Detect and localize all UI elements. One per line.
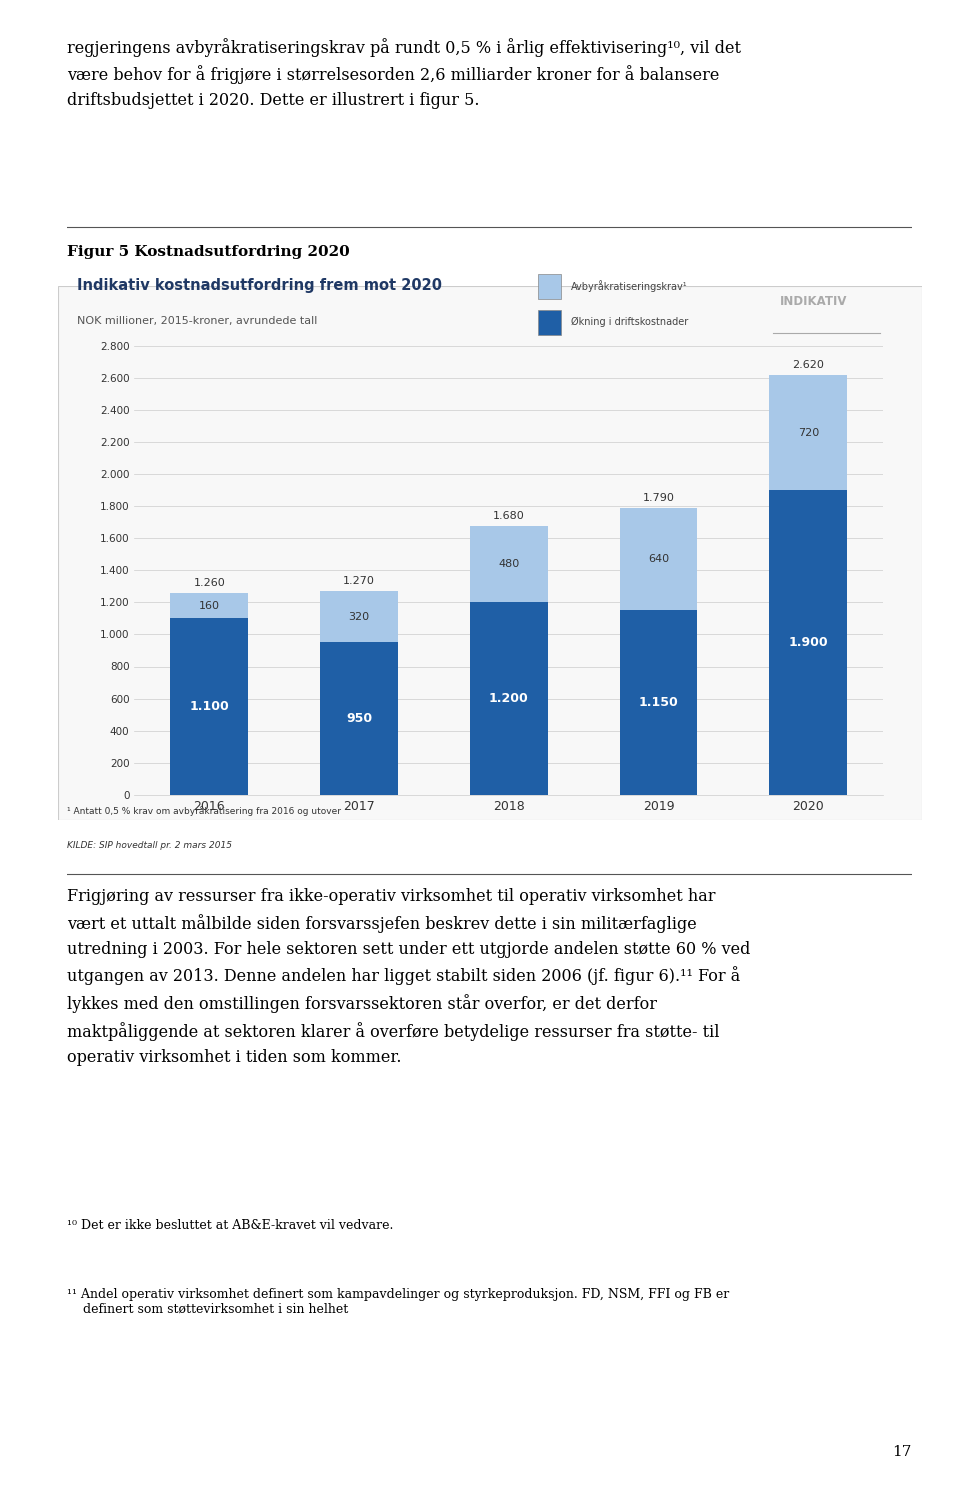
Text: 720: 720	[798, 427, 819, 438]
Text: 2.620: 2.620	[792, 360, 825, 370]
FancyBboxPatch shape	[58, 286, 922, 820]
Bar	[769, 491, 848, 795]
Text: 480: 480	[498, 558, 519, 569]
Text: 1.200: 1.200	[489, 692, 529, 704]
Text: 1.100: 1.100	[189, 700, 229, 713]
Bar	[538, 310, 561, 336]
Text: NOK millioner, 2015-kroner, avrundede tall: NOK millioner, 2015-kroner, avrundede ta…	[77, 316, 317, 327]
Bar	[320, 643, 398, 795]
Text: Frigjøring av ressurser fra ikke-operativ virksomhet til operativ virksomhet har: Frigjøring av ressurser fra ikke-operati…	[67, 888, 751, 1066]
Text: INDIKATIV: INDIKATIV	[780, 295, 847, 309]
Bar	[538, 274, 561, 299]
Text: KILDE: SIP hovedtall pr. 2 mars 2015: KILDE: SIP hovedtall pr. 2 mars 2015	[67, 840, 232, 849]
Bar	[769, 375, 848, 491]
Text: ¹⁰ Det er ikke besluttet at AB&E-kravet vil vedvare.: ¹⁰ Det er ikke besluttet at AB&E-kravet …	[67, 1219, 394, 1233]
Text: 950: 950	[346, 712, 372, 725]
Text: 17: 17	[893, 1445, 912, 1458]
Text: Indikativ kostnadsutfordring frem mot 2020: Indikativ kostnadsutfordring frem mot 20…	[77, 278, 442, 293]
Bar	[619, 611, 698, 795]
Text: Økning i driftskostnader: Økning i driftskostnader	[571, 318, 688, 328]
Text: ¹¹ Andel operativ virksomhet definert som kampavdelinger og styrkeproduksjon. FD: ¹¹ Andel operativ virksomhet definert so…	[67, 1288, 730, 1315]
Text: 1.680: 1.680	[492, 510, 525, 521]
Bar	[469, 525, 548, 602]
Bar	[320, 591, 398, 643]
Text: 1.900: 1.900	[788, 637, 828, 649]
Bar	[619, 507, 698, 611]
Text: 1.260: 1.260	[193, 578, 226, 588]
Bar	[469, 602, 548, 795]
Text: 320: 320	[348, 613, 370, 622]
Text: 1.270: 1.270	[343, 576, 375, 587]
Text: 1.150: 1.150	[638, 695, 679, 709]
Text: 1.790: 1.790	[642, 494, 675, 503]
Text: 640: 640	[648, 554, 669, 564]
Bar	[170, 619, 249, 795]
Text: 160: 160	[199, 600, 220, 611]
Bar	[170, 593, 249, 619]
Text: ¹ Antatt 0,5 % krav om avbyråkratisering fra 2016 og utover: ¹ Antatt 0,5 % krav om avbyråkratisering…	[67, 807, 341, 816]
Text: Figur 5 Kostnadsutfordring 2020: Figur 5 Kostnadsutfordring 2020	[67, 245, 350, 259]
Text: Avbyråkratiseringskrav¹: Avbyråkratiseringskrav¹	[571, 280, 687, 292]
Text: regjeringens avbyråkratiseringskrav på rundt 0,5 % i årlig effektivisering¹⁰, vi: regjeringens avbyråkratiseringskrav på r…	[67, 38, 741, 110]
